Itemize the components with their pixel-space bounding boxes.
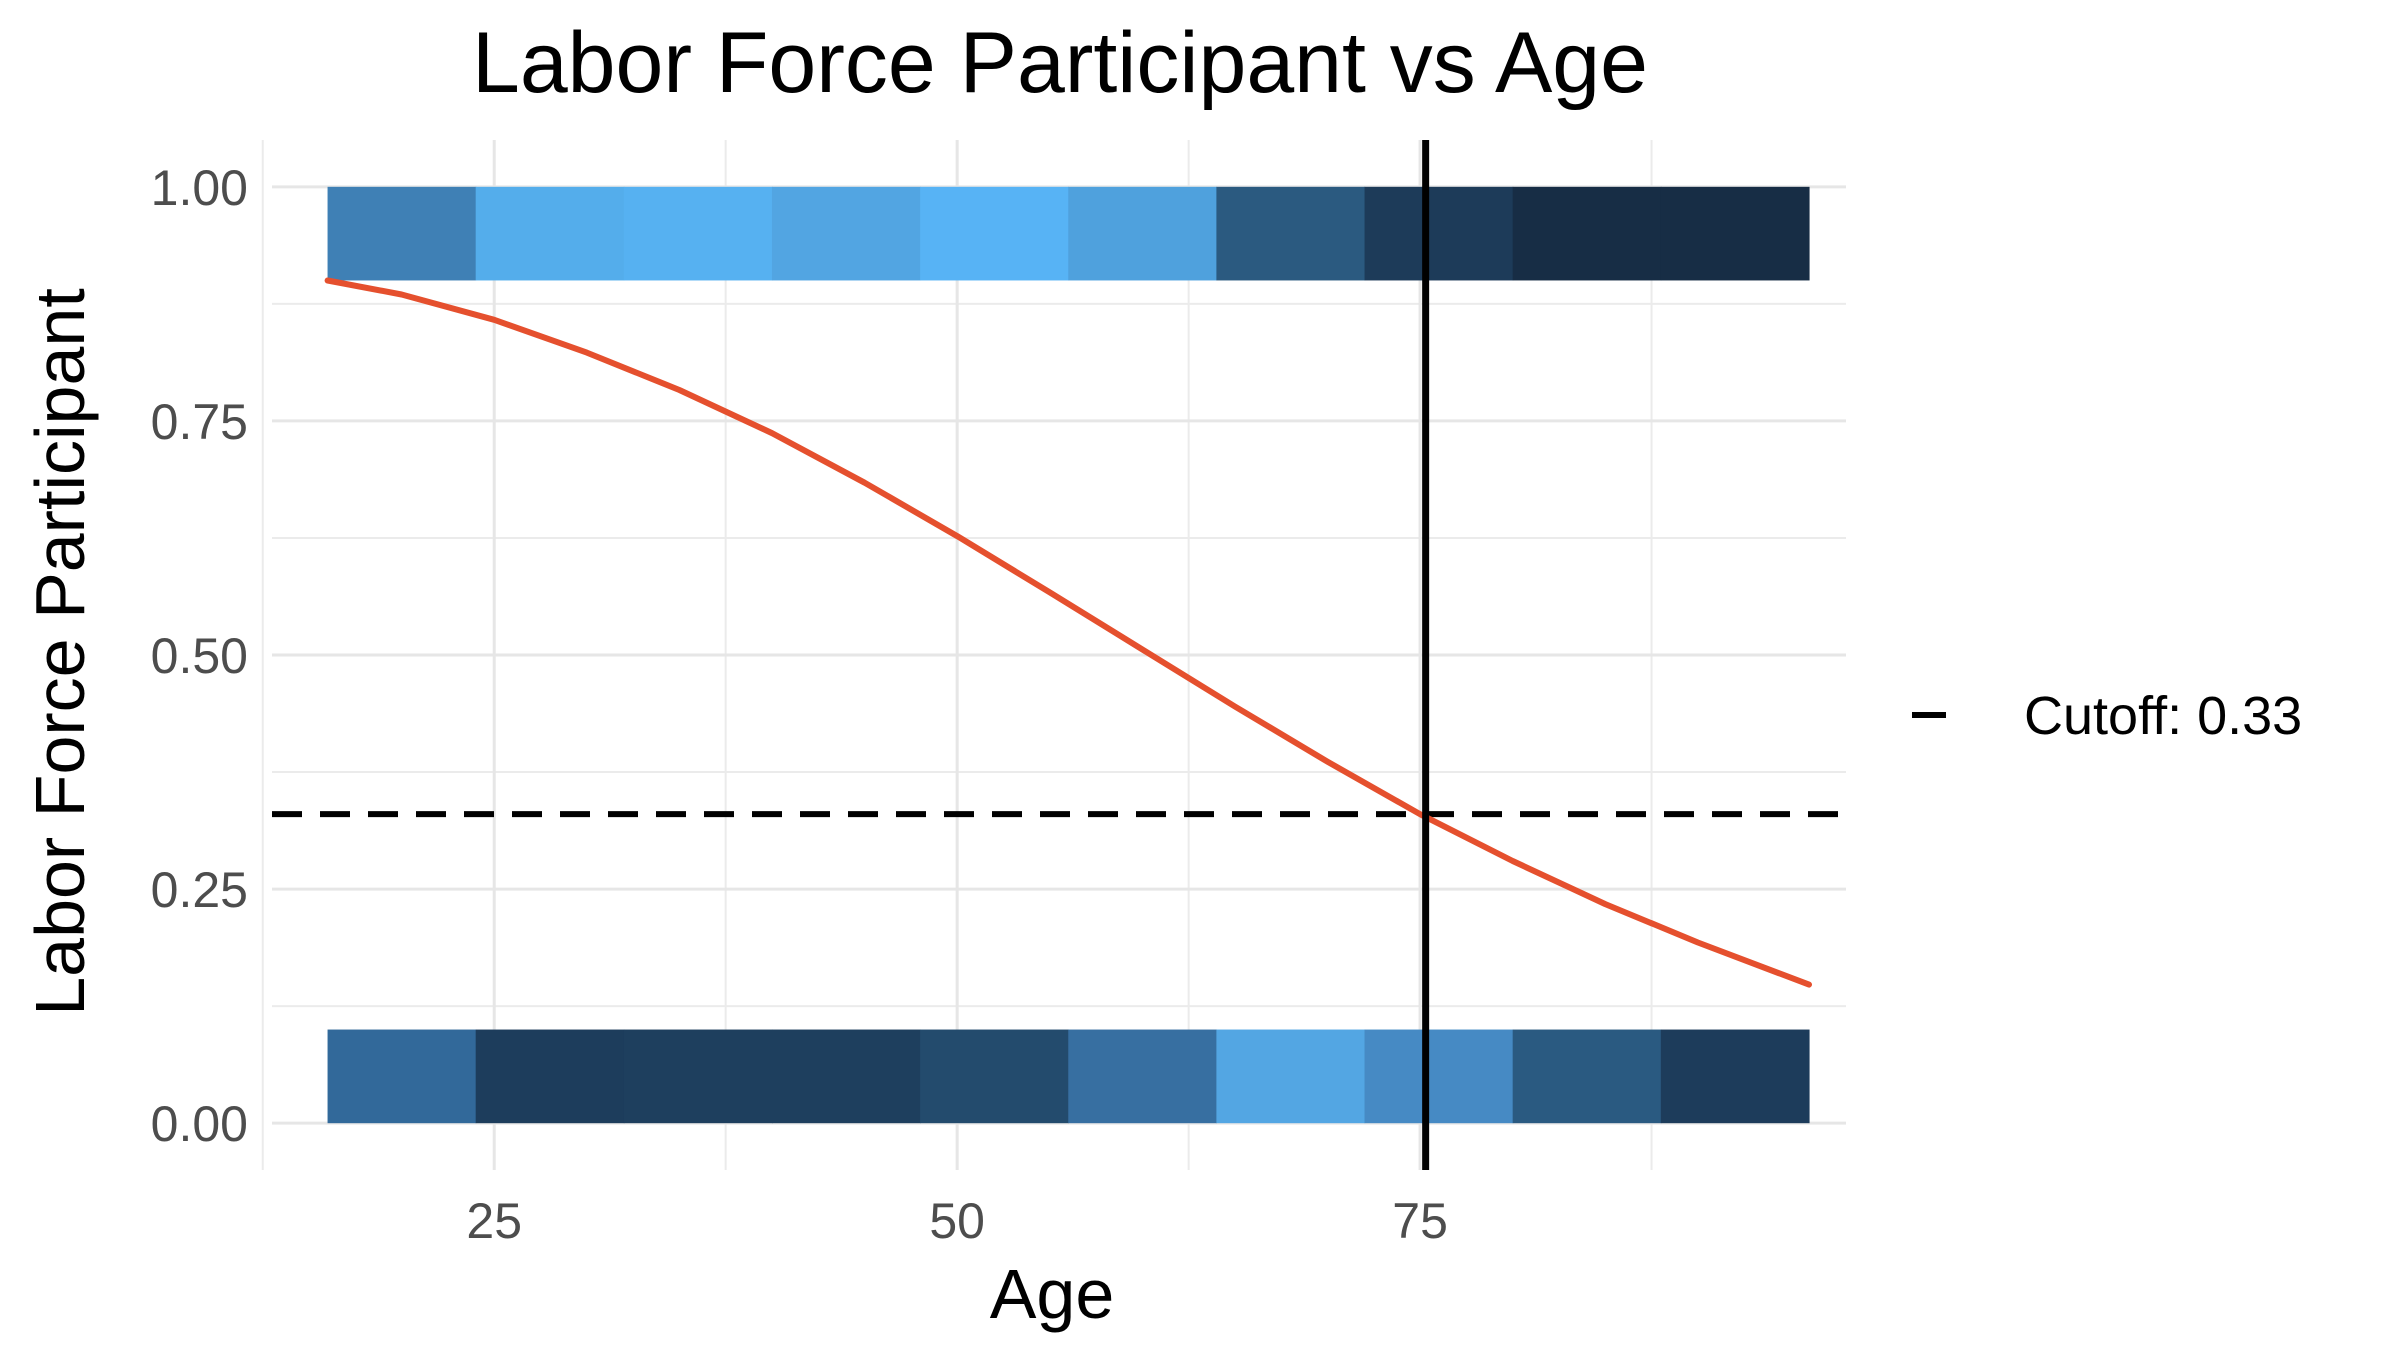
y-tick-label: 1.00 <box>151 160 248 216</box>
heatmap-tile <box>327 1029 477 1124</box>
y-tick-label: 0.25 <box>151 862 248 918</box>
legend-label-cutoff: Cutoff: 0.33 <box>2024 686 2302 746</box>
x-tick-label: 50 <box>929 1193 985 1249</box>
probability-curve-layer <box>324 277 1812 988</box>
heatmap-tile <box>1068 186 1217 281</box>
heatmap-tile <box>1512 186 1662 281</box>
heatmap-tile <box>920 186 1069 281</box>
x-tick-label: 75 <box>1392 1193 1448 1249</box>
heatmap-tile <box>1216 186 1366 281</box>
probability-curve <box>324 277 1812 988</box>
heatmap-tile <box>475 1029 625 1124</box>
heatmap-tile <box>623 1029 773 1124</box>
y-axis-title: Labor Force Participant <box>21 288 99 1016</box>
heatmap-tile <box>1364 1029 1514 1124</box>
x-axis-title: Age <box>990 1255 1115 1333</box>
x-tick-label: 25 <box>466 1193 522 1249</box>
heatmap-tile <box>1512 1029 1662 1124</box>
heatmap-tiles <box>327 186 1810 1124</box>
heatmap-tile <box>920 1029 1069 1124</box>
heatmap-tile <box>1660 1029 1810 1124</box>
heatmap-tile <box>475 186 625 281</box>
heatmap-tile <box>1364 186 1514 281</box>
heatmap-tile <box>771 1029 921 1124</box>
y-tick-label: 0.75 <box>151 394 248 450</box>
y-tick-label: 0.00 <box>151 1096 248 1152</box>
heatmap-tile <box>771 186 921 281</box>
y-tick-label: 0.50 <box>151 628 248 684</box>
legend: Cutoff: 0.33 <box>1912 686 2302 746</box>
heatmap-tile <box>1216 1029 1366 1124</box>
x-tick-labels: 25 50 75 <box>466 1193 1448 1249</box>
heatmap-tile <box>1660 186 1810 281</box>
heatmap-tile <box>1068 1029 1217 1124</box>
heatmap-tile <box>623 186 773 281</box>
y-tick-labels: 0.00 0.25 0.50 0.75 1.00 <box>151 160 248 1152</box>
heatmap-tile <box>327 186 477 281</box>
chart-title: Labor Force Participant vs Age <box>472 15 1648 111</box>
